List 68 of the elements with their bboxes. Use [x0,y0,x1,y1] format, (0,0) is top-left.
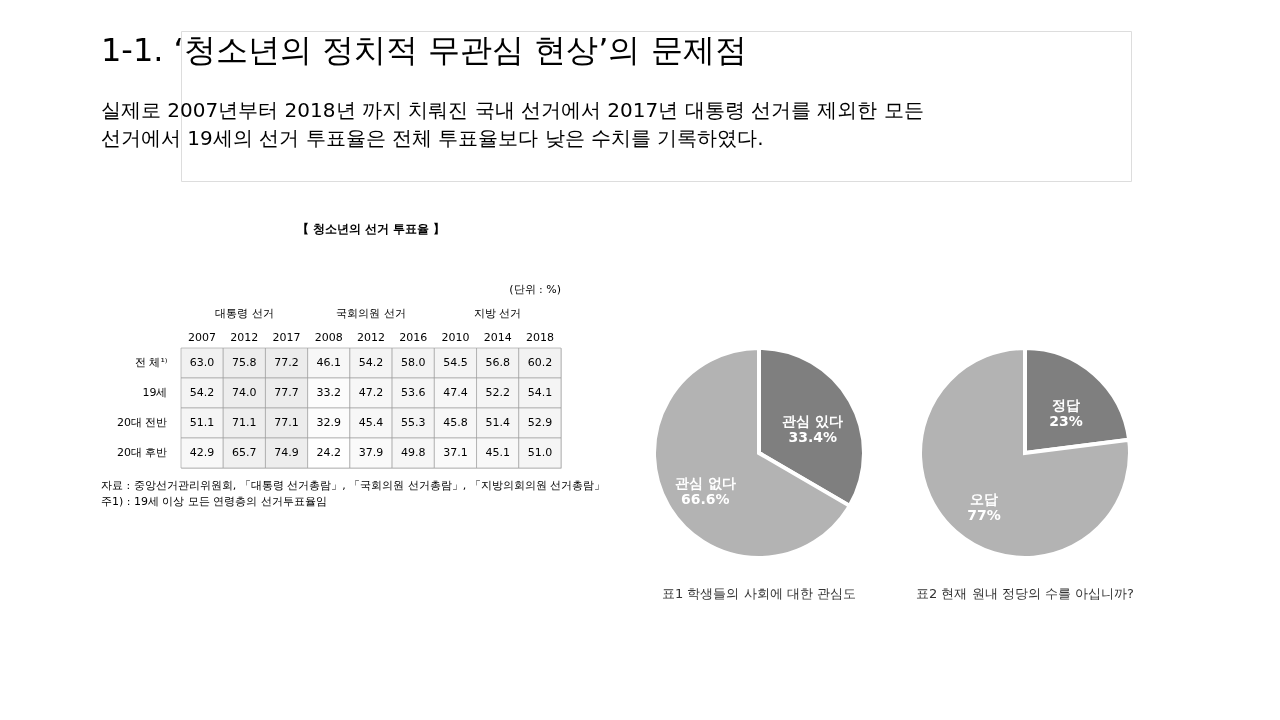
data-label: 51.4 [485,416,510,429]
y-tick-label: 20대 전반 [117,416,168,429]
x-tick-label: 2017 [272,330,301,344]
x-tick-label: 2010 [441,330,470,344]
data-label: 32.9 [316,416,342,429]
text: 지방 선거 [473,307,522,320]
data-label: 58.0 [400,356,426,369]
x-tick-label: 2012 [357,330,385,344]
data-label: 54.2 [358,356,384,369]
data-label: 65.7 [232,446,257,459]
data-label: 52.9 [527,416,553,429]
slice-label: 정답 [1052,397,1080,414]
data-label: 47.2 [358,386,384,399]
data-label: 42.9 [189,446,215,459]
x-tick-label: 2012 [230,330,259,344]
data-label: 52.2 [485,386,510,399]
slice-label: 관심 없다 [674,474,736,491]
data-label: 33.2 [316,386,342,399]
data-label: 75.8 [232,356,257,369]
slice-label: 관심 있다 [782,413,844,430]
data-label: 23% [1049,413,1083,430]
data-label: 37.1 [443,446,468,459]
y-tick-label: 전 체¹⁾ [134,356,168,369]
data-label: 74.9 [274,446,299,459]
data-label: 47.4 [443,386,468,399]
chart-subtitle: (단위 : %) [509,283,561,296]
data-label: 60.2 [527,356,553,369]
data-label: 51.1 [189,416,215,429]
data-label: 33.4% [788,429,838,446]
y-tick-label: 19세 [142,386,168,399]
text: 주1) : 19세 이상 모든 연령층의 선거투표율임 [101,495,327,508]
data-label: 46.1 [316,356,342,369]
slice-label: 오답 [970,490,998,507]
data-label: 74.0 [232,386,257,399]
data-label: 77% [967,506,1001,523]
data-label: 77.7 [274,386,299,399]
data-label: 53.6 [400,386,426,399]
data-label: 56.8 [485,356,510,369]
y-tick-label: 20대 후반 [117,446,168,459]
data-label: 49.8 [400,446,426,459]
x-tick-label: 2016 [399,330,428,344]
data-label: 45.8 [443,416,468,429]
data-label: 71.1 [232,416,257,429]
text: 대통령 선거 [215,307,274,320]
x-tick-label: 2018 [525,330,554,344]
x-tick-label: 2014 [483,330,512,344]
data-label: 54.1 [527,386,553,399]
chart-title: 【 청소년의 선거 투표율 】 [296,222,446,236]
text: 자료 : 중앙선거관리위원회, 「대통령 선거총람」, 「국회의원 선거총람」, 「지방의회의원 선거총람」 [101,479,606,492]
data-label: 66.6% [680,490,730,507]
data-label: 24.2 [316,446,342,459]
data-label: 45.4 [358,416,384,429]
text: 1-1. ‘청소년의 정치적 무관심 현상’의 문제점 [101,31,747,69]
data-label: 54.5 [443,356,468,369]
data-label: 45.1 [485,446,510,459]
data-label: 77.2 [274,356,299,369]
x-tick-label: 2008 [314,330,343,344]
data-label: 51.0 [527,446,553,459]
data-label: 55.3 [400,416,426,429]
x-tick-label: 2007 [188,330,217,344]
data-label: 77.1 [274,416,299,429]
data-label: 54.2 [189,386,215,399]
text: 실제로 2007년부터 2018년 까지 치뤄진 국내 선거에서 2017년 대통령 선거를 제외한 모든 선거에서 19세의 선거 투표율은 전체 투표율보다 낮은 수치를 기록하였다. [101,98,924,150]
text: 표1 학생들의 사회에 대한 관심도 [662,586,856,601]
data-label: 63.0 [189,356,215,369]
data-label: 37.9 [358,446,384,459]
text: 표2 현재 원내 정당의 수를 아십니까? [916,586,1134,601]
text: 국회의원 선거 [336,307,406,320]
